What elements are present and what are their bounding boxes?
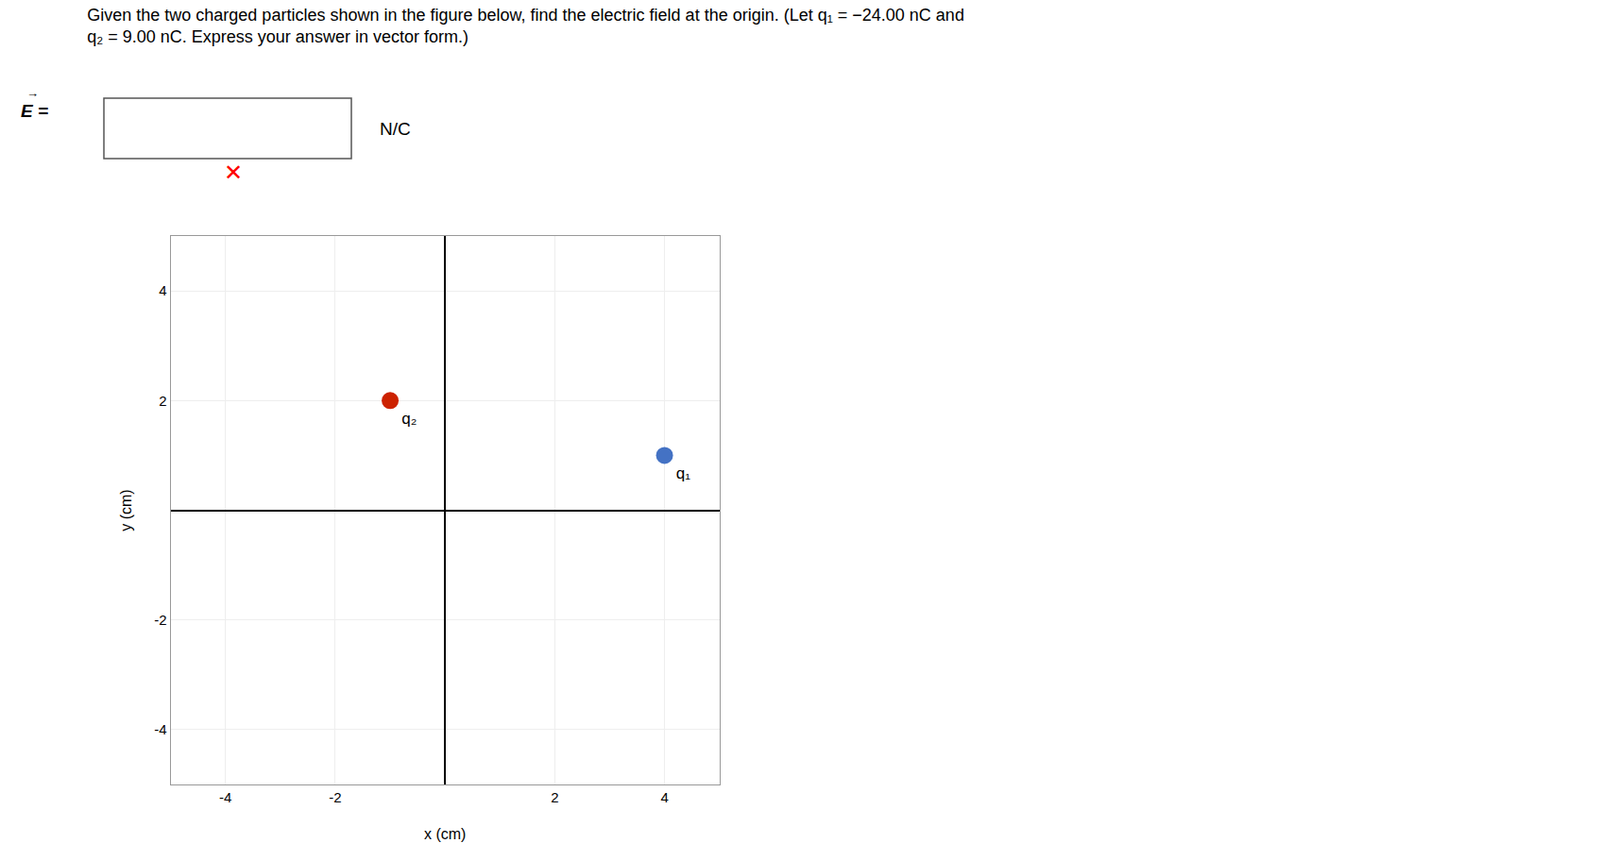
svg-text:4: 4 [660, 789, 668, 806]
svg-text:N/C: N/C [379, 119, 411, 139]
svg-text:4: 4 [158, 282, 167, 299]
svg-text:Given the two charged particle: Given the two charged particles shown in… [86, 5, 965, 47]
svg-text:-4: -4 [219, 789, 232, 806]
svg-text:x (cm): x (cm) [424, 826, 466, 843]
svg-text:✕: ✕ [223, 159, 243, 186]
svg-text:-2: -2 [153, 612, 167, 629]
svg-text:→: → [26, 85, 39, 101]
svg-text:q₂: q₂ [401, 409, 417, 428]
svg-text:-4: -4 [153, 721, 167, 738]
svg-text:E =: E = [20, 101, 49, 121]
svg-text:y (cm): y (cm) [118, 489, 135, 531]
svg-text:2: 2 [158, 392, 167, 409]
svg-text:-2: -2 [328, 789, 341, 806]
svg-text:2: 2 [550, 789, 559, 806]
svg-text:q₁: q₁ [676, 464, 691, 483]
